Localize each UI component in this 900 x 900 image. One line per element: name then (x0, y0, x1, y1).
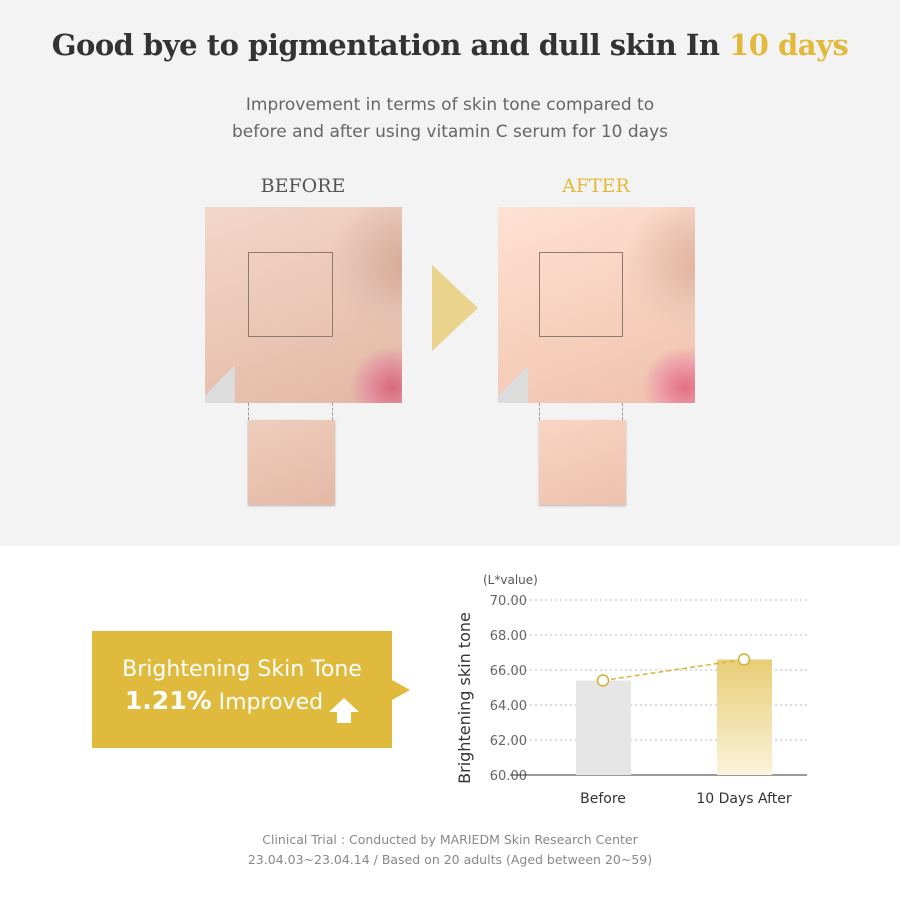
x-tick-label: 10 Days After (696, 791, 792, 807)
before-zoom-photo (248, 420, 335, 505)
improvement-badge: Brightening Skin Tone 1.21% Improved (92, 631, 410, 748)
after-photo (498, 207, 695, 403)
subtitle: Improvement in terms of skin tone compar… (231, 95, 669, 142)
before-photo (205, 207, 402, 403)
title-highlight: 10 days (729, 28, 849, 62)
y-axis-label: Brightening skin tone (455, 612, 474, 784)
data-point (596, 674, 610, 687)
footer-note: Clinical Trial : Conducted by MARIEDM Sk… (247, 832, 653, 867)
page-title: Good bye to pigmentation and dull skin I… (51, 28, 849, 62)
unit-label: (L*value) (483, 573, 538, 587)
after-label: AFTER (562, 175, 630, 197)
y-tick-label: 66.00 (490, 664, 527, 679)
bar-0 (576, 680, 631, 775)
data-point (737, 653, 751, 666)
x-tick-label: Before (580, 791, 626, 807)
bar-1 (717, 659, 772, 775)
y-tick-label: 60.00 (490, 769, 527, 784)
arrow-up-icon (329, 698, 360, 723)
y-tick-label: 62.00 (490, 734, 527, 749)
before-label: BEFORE (260, 175, 346, 197)
after-zoom-photo (539, 420, 626, 505)
improvement-percent: 1.21% (124, 686, 212, 715)
y-tick-label: 64.00 (490, 699, 527, 714)
y-tick-label: 70.00 (490, 594, 527, 609)
chevron-right-icon (432, 265, 478, 351)
y-tick-label: 68.00 (490, 629, 527, 644)
